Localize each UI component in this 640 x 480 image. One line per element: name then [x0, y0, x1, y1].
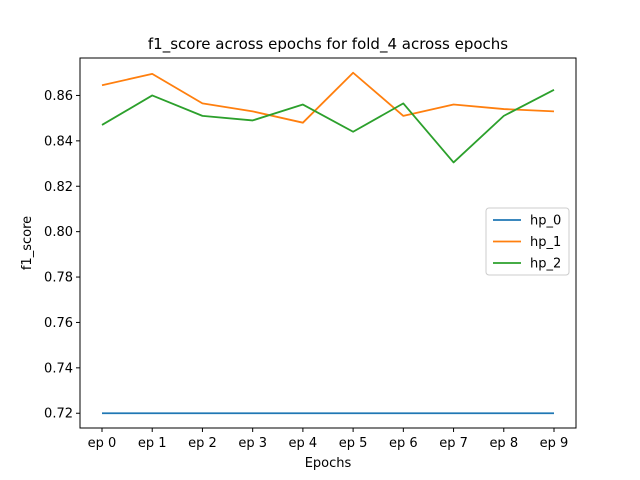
y-tick-label: 0.84 — [44, 134, 73, 149]
legend-label-hp_0: hp_0 — [530, 214, 561, 229]
x-tick-label: ep 6 — [389, 436, 418, 451]
x-tick-label: ep 5 — [339, 436, 368, 451]
y-tick-label: 0.82 — [44, 180, 73, 195]
x-tick-label: ep 7 — [439, 436, 468, 451]
series-line-hp_2 — [101, 88, 555, 164]
x-tick-label: ep 4 — [289, 436, 318, 451]
x-axis-title: Epochs — [305, 456, 352, 471]
y-tick-label: 0.74 — [44, 361, 73, 376]
x-tick-label: ep 3 — [238, 436, 267, 451]
y-tick-label: 0.80 — [44, 225, 73, 240]
series-line-hp_1 — [101, 71, 555, 124]
y-tick-label: 0.86 — [44, 89, 73, 104]
y-tick-label: 0.72 — [44, 407, 73, 422]
legend-label-hp_1: hp_1 — [530, 235, 561, 250]
y-tick-label: 0.76 — [44, 316, 73, 331]
axes-frame — [79, 57, 577, 429]
x-tick-label: ep 1 — [138, 436, 167, 451]
plot-area: ep 0 ep 1 ep 2 ep 3 ep 4 ep 5 ep 6 ep 7 ep 8 ep 9… — [44, 57, 577, 451]
x-tick-label: ep 0 — [88, 436, 117, 451]
legend-box — [485, 207, 570, 276]
legend-label-hp_2: hp_2 — [530, 257, 561, 272]
x-tick-label: ep 2 — [188, 436, 217, 451]
chart-title: f1_score across epochs for fold_4 across… — [148, 35, 508, 54]
x-tick-label: ep 9 — [540, 436, 569, 451]
y-tick-label: 0.78 — [44, 271, 73, 286]
y-axis-title: f1_score — [20, 216, 35, 270]
legend: hp_0 hp_1 hp_2 — [485, 207, 570, 276]
x-tick-label: ep 8 — [489, 436, 518, 451]
